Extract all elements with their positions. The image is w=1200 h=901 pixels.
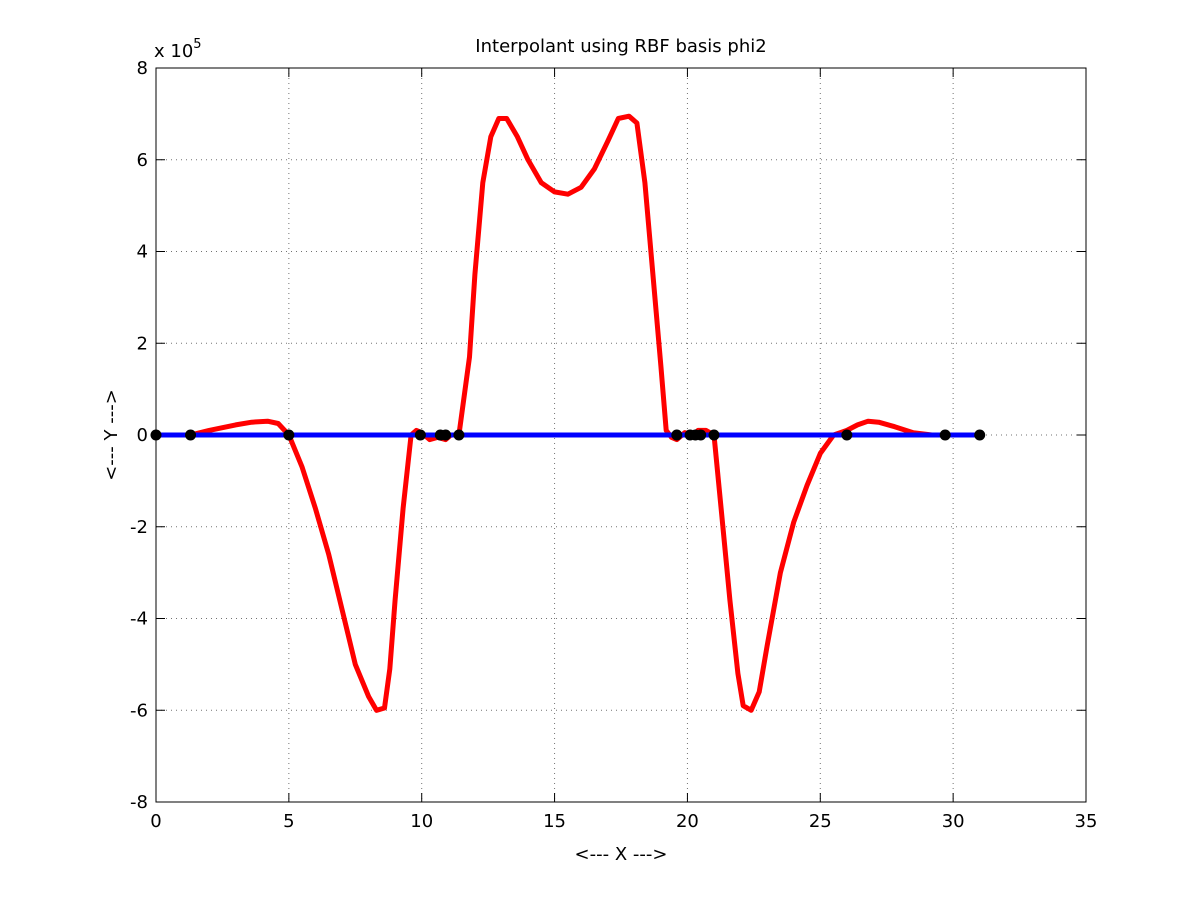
data-point bbox=[414, 429, 426, 441]
x-tick-label: 30 bbox=[942, 811, 965, 832]
data-point bbox=[283, 429, 295, 441]
data-point bbox=[671, 429, 683, 441]
data-point bbox=[708, 429, 720, 441]
data-point bbox=[185, 429, 197, 441]
y-axis-label: <--- Y ---> bbox=[101, 389, 122, 481]
y-tick-label: -4 bbox=[130, 609, 148, 630]
x-tick-label: 5 bbox=[283, 811, 294, 832]
data-point bbox=[440, 429, 452, 441]
data-point bbox=[841, 429, 853, 441]
x-tick-label: 20 bbox=[676, 811, 699, 832]
series-line-1 bbox=[153, 113, 983, 713]
data-points bbox=[150, 429, 986, 441]
y-tick-label: 6 bbox=[137, 150, 148, 171]
chart-title: Interpolant using RBF basis phi2 bbox=[475, 36, 766, 57]
y-tick-label: -6 bbox=[130, 700, 148, 721]
x-tick-label: 35 bbox=[1075, 811, 1098, 832]
data-point bbox=[453, 429, 465, 441]
x-tick-label: 0 bbox=[150, 811, 161, 832]
y-tick-label: 4 bbox=[137, 242, 148, 263]
x-tick-label: 10 bbox=[410, 811, 433, 832]
y-exponent-label: x 105 bbox=[154, 37, 202, 62]
tick-labels: 0 5 10 15 20 25 30 35 -8 -6 -4 -2 0 2 4 6 8 bbox=[130, 58, 1097, 832]
data-point bbox=[695, 429, 707, 441]
y-exponent-base: x 10 bbox=[154, 41, 193, 62]
x-tick-label: 15 bbox=[543, 811, 566, 832]
y-tick-label: 0 bbox=[137, 425, 148, 446]
data-point bbox=[150, 429, 162, 441]
y-tick-label: 8 bbox=[137, 58, 148, 79]
data-point bbox=[974, 429, 986, 441]
y-tick-label: -8 bbox=[130, 792, 148, 813]
y-tick-label: 2 bbox=[137, 333, 148, 354]
x-tick-label: 25 bbox=[809, 811, 832, 832]
y-tick-label: -2 bbox=[130, 517, 148, 538]
x-axis-label: <--- X ---> bbox=[575, 844, 668, 865]
y-exponent-power: 5 bbox=[193, 37, 201, 52]
data-point bbox=[939, 429, 951, 441]
